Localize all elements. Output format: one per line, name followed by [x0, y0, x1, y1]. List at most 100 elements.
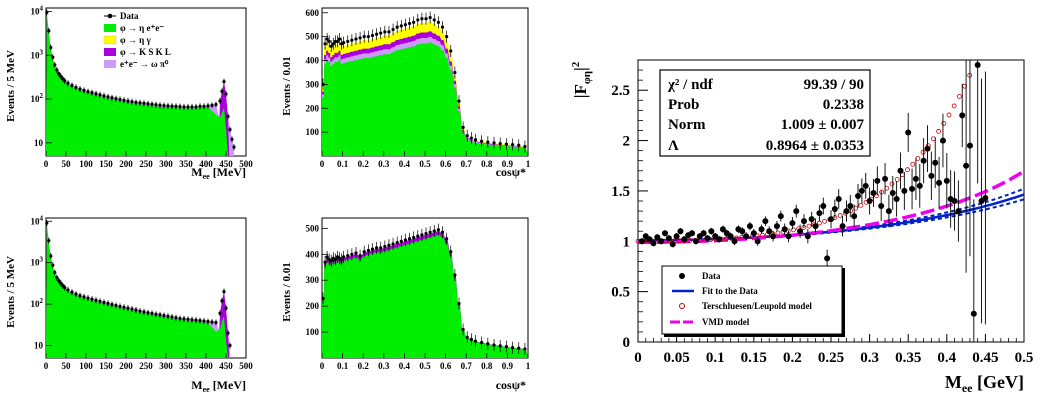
data-point [420, 233, 424, 237]
y-tick-label: 100 [306, 327, 320, 337]
legend-label-fit: Fit to the Data [702, 286, 758, 296]
data-point [63, 286, 67, 290]
data-point [210, 320, 214, 324]
data-point [743, 233, 750, 240]
data-point [61, 77, 65, 81]
data-point [866, 198, 873, 204]
x-tick-label: 0.7 [461, 361, 473, 371]
data-point [858, 187, 865, 194]
data-point [424, 231, 428, 236]
data-point [391, 242, 395, 246]
data-point [897, 167, 904, 174]
data-point [445, 35, 449, 39]
data-point [920, 157, 927, 164]
data-point [379, 31, 383, 35]
data-point [222, 80, 226, 84]
y-axis-label-bottom-left: Events / 5 MeV [5, 256, 17, 328]
data-point [118, 304, 122, 309]
data-point [943, 177, 950, 184]
data-point [346, 39, 350, 44]
x-tick-label: 0.5 [1015, 350, 1034, 366]
data-point [901, 187, 908, 194]
data-point [86, 89, 90, 94]
data-point [727, 233, 734, 240]
data-point [214, 320, 218, 325]
panel-cos-top: 0 0.1 0.2 0.3 0.4 0.5 0.6 0.7 0.8 0.9 1 100 200 300 40… [281, 7, 531, 179]
x-tick-label: 250 [139, 361, 153, 371]
data-point [325, 255, 329, 259]
data-point [473, 138, 478, 142]
x-tick-label: 0.7 [461, 159, 473, 169]
data-point [350, 252, 354, 256]
data-point [82, 295, 86, 299]
data-point [383, 244, 387, 249]
panel-mee-bottom: 0 50 100 150 200 250 300 350 400 450 500 10 102 103 10… [5, 214, 253, 394]
data-point [658, 238, 665, 245]
data-point [461, 125, 465, 129]
data-point [665, 235, 672, 242]
data-point [504, 142, 508, 146]
x-axis-label-bottom-left: Mee [MeV] [191, 378, 246, 394]
data-point [214, 102, 218, 107]
tl-model-point [775, 230, 781, 236]
data-point [473, 339, 478, 343]
legend-swatch-omega-pi [104, 60, 116, 68]
data-point [59, 74, 63, 78]
legend-label-vmd: VMD model [702, 317, 750, 327]
legend-top-left: Data φ → η e⁺e⁻ φ → η γ φ → K S K L e⁺e⁻… [98, 10, 188, 74]
data-point [162, 103, 166, 108]
data-point [122, 98, 126, 102]
data-point [47, 239, 51, 243]
data-point [523, 347, 527, 351]
data-point [186, 105, 190, 109]
data-point [118, 97, 122, 102]
data-point [102, 300, 106, 305]
x-tick-label: 0.9 [502, 159, 514, 169]
data-point [416, 234, 420, 238]
x-tick-label: 0.6 [440, 159, 452, 169]
stats-value-lambda: 0.8964 ± 0.0353 [766, 138, 864, 154]
data-point [758, 226, 765, 233]
data-point [432, 229, 436, 233]
data-point [130, 307, 134, 311]
data-point [53, 63, 57, 67]
data-point [106, 95, 110, 99]
x-tick-label: 0.45 [972, 350, 998, 366]
data-point [232, 145, 236, 149]
data-point [465, 134, 469, 138]
x-tick-label: 350 [179, 159, 193, 169]
data-point [839, 223, 846, 230]
data-point [731, 238, 738, 245]
data-point [220, 89, 224, 93]
data-point [82, 88, 86, 92]
data-point [63, 79, 67, 83]
data-point [329, 44, 333, 48]
axes-bottom-left: 0 50 100 150 200 250 300 350 400 450 500 10 102 103 10… [31, 214, 254, 371]
data-point [816, 210, 823, 217]
data-point [955, 208, 962, 215]
data-point [677, 228, 684, 235]
data-point [843, 208, 850, 215]
y-tick-label: 200 [306, 301, 320, 311]
data-point [228, 128, 232, 132]
y-tick-label: 1 [623, 234, 631, 250]
data-point [498, 141, 502, 146]
data-point [346, 253, 350, 258]
data-point [228, 343, 232, 348]
x-axis-label-top-left: Mee [MeV] [191, 165, 246, 181]
data-point [66, 288, 70, 292]
tl-model-point [946, 112, 952, 118]
x-tick-label: 0.3 [378, 159, 390, 169]
x-tick-label: 0.4 [399, 361, 411, 371]
x-tick-label: 0.8 [481, 361, 493, 371]
stats-value-norm: 1.009 ± 0.007 [781, 117, 865, 133]
data-point [436, 20, 440, 24]
tl-model-point [910, 161, 916, 167]
data-point [681, 236, 688, 243]
data-point [662, 230, 669, 237]
x-tick-label: 0.5 [419, 361, 431, 371]
legend-label-kskl: φ → K S K L [120, 47, 171, 57]
legend-label-eta-gamma: φ → η γ [120, 35, 151, 45]
y-tick-label: 400 [306, 56, 320, 66]
data-point [789, 220, 796, 227]
